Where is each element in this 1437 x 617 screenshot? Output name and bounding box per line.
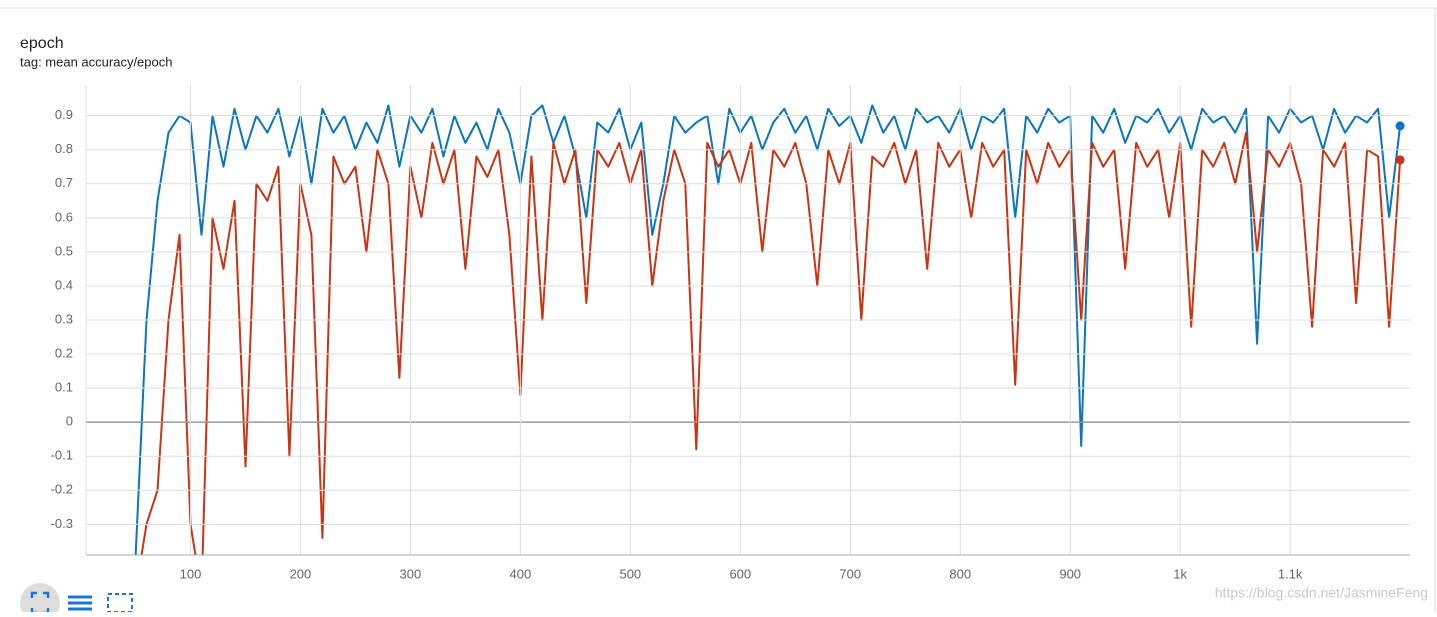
y-tick-label: 0.3: [55, 311, 73, 326]
y-tick-label: 0.9: [55, 107, 73, 122]
x-tick-label: 100: [180, 566, 202, 581]
y-tick-label: 0.2: [55, 345, 73, 360]
y-tick-label: -0.2: [51, 482, 73, 497]
x-tick-label: 400: [510, 566, 532, 581]
x-tick-label: 600: [729, 566, 751, 581]
x-tick-label: 300: [400, 566, 422, 581]
chart-subtitle: tag: mean accuracy/epoch: [20, 54, 172, 69]
x-tick-label: 800: [949, 566, 971, 581]
x-tick-label: 1.1k: [1278, 566, 1303, 581]
watermark: https://blog.csdn.net/JasmineFeng: [1215, 585, 1428, 601]
y-tick-label: 0: [66, 414, 73, 429]
x-tick-label: 900: [1059, 566, 1081, 581]
plot-area: [134, 104, 1405, 555]
series-line: [140, 131, 1402, 555]
series-line: [134, 104, 1402, 555]
y-tick-label: 0.1: [55, 380, 73, 395]
y-tick-label: -0.1: [51, 448, 73, 463]
x-tick-label: 500: [619, 566, 641, 581]
y-tick-label: 0.5: [55, 243, 73, 258]
zoom-icon[interactable]: [107, 593, 133, 613]
y-tick-label: -0.3: [51, 516, 73, 531]
chart-title: epoch: [20, 35, 64, 52]
y-tick-label: 0.4: [55, 277, 73, 292]
y-tick-label: 0.6: [55, 209, 73, 224]
last-point: [1395, 155, 1405, 165]
y-tick-label: 0.7: [55, 175, 73, 190]
fit-icon[interactable]: [30, 591, 50, 615]
fit-button-bg[interactable]: [20, 583, 60, 617]
last-point: [1395, 121, 1405, 131]
x-tick-label: 700: [839, 566, 861, 581]
x-tick-label: 200: [290, 566, 312, 581]
toolbar: [20, 583, 133, 617]
log-icon[interactable]: [68, 595, 92, 611]
x-tick-label: 1k: [1173, 566, 1187, 581]
y-tick-label: 0.8: [55, 141, 73, 156]
